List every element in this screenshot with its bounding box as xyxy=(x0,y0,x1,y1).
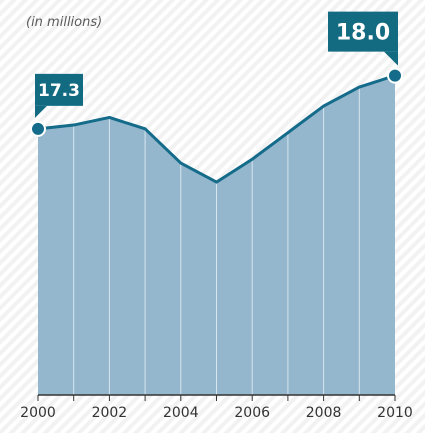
value-callout: 17.3 xyxy=(35,73,83,118)
line-layer xyxy=(30,67,403,184)
x-tick-label: 2000 xyxy=(20,405,56,421)
x-tick-label: 2002 xyxy=(92,405,128,421)
x-tick-label: 2008 xyxy=(306,405,342,421)
x-axis: 2000 2002 2004 2006 2008 2010 xyxy=(20,394,413,421)
x-tick-label: 2010 xyxy=(377,405,413,421)
callout-box xyxy=(328,11,398,52)
callout-value: 18.0 xyxy=(336,21,390,46)
divider-layer xyxy=(73,87,360,395)
data-point-marker xyxy=(30,120,46,137)
callout-box xyxy=(35,73,83,106)
x-tick-label: 2004 xyxy=(163,405,199,421)
callout-pointer xyxy=(384,51,398,66)
unit-note: (in millions) xyxy=(26,15,102,30)
callout-pointer xyxy=(35,105,47,118)
callout-layer: 17.3 18.0 xyxy=(35,11,398,118)
series-line xyxy=(36,74,397,184)
x-tick-label: 2006 xyxy=(234,405,270,421)
data-point-marker xyxy=(387,67,403,84)
callout-value: 17.3 xyxy=(38,81,80,101)
value-callout: 18.0 xyxy=(328,11,398,66)
